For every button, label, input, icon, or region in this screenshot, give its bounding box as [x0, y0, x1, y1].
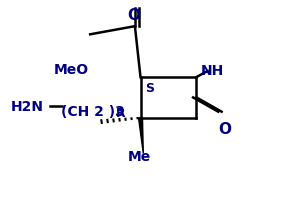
Text: R: R	[115, 107, 125, 120]
Text: Me: Me	[128, 150, 151, 164]
Text: O: O	[218, 122, 231, 137]
Text: (CH 2 )3: (CH 2 )3	[61, 104, 124, 118]
Text: O: O	[127, 8, 140, 23]
Text: NH: NH	[201, 64, 224, 78]
Text: H2N: H2N	[10, 99, 44, 113]
Polygon shape	[139, 118, 143, 154]
Text: S: S	[145, 82, 154, 95]
Text: MeO: MeO	[54, 63, 89, 76]
